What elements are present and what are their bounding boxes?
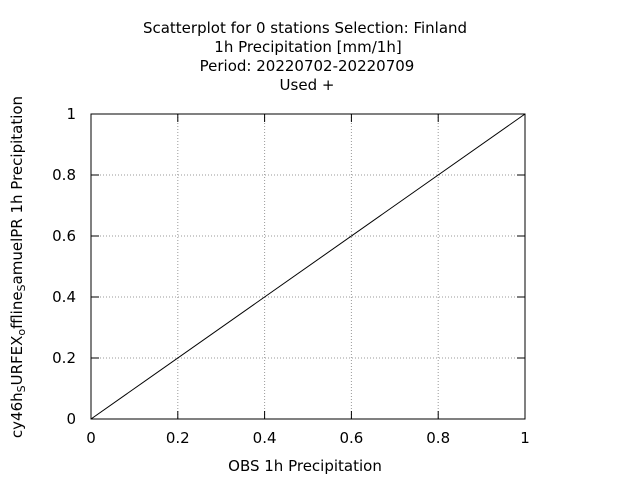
title-line-4: Used + (280, 76, 335, 94)
plot-frame (90, 113, 526, 420)
x-tick-labels: 0 0.2 0.4 0.6 0.8 1 (86, 429, 530, 447)
chart-title: Scatterplot for 0 stations Selection: Fi… (143, 19, 467, 94)
title-line-1: Scatterplot for 0 stations Selection: Fi… (143, 19, 467, 37)
y-tick-label: 0.8 (52, 166, 76, 184)
y-tick-label: 0.4 (52, 288, 76, 306)
x-axis-label: OBS 1h Precipitation (228, 457, 382, 475)
y-tick-label: 0.2 (52, 349, 76, 367)
x-tick-label: 0 (86, 429, 96, 447)
grid-lines (91, 114, 525, 419)
x-tick-label: 1 (520, 429, 530, 447)
x-tick-label: 0.4 (253, 429, 277, 447)
y-axis-label: cy46hSURFEXofflineSamuelPR 1h Precipitat… (8, 96, 28, 438)
diagonal-reference-line (90, 113, 526, 420)
y-tick-label: 0 (66, 410, 76, 428)
y-tick-label: 0.6 (52, 227, 76, 245)
x-tick-label: 0.8 (426, 429, 450, 447)
y-tick-labels: 0 0.2 0.4 0.6 0.8 1 (52, 105, 76, 428)
x-tick-label: 0.2 (166, 429, 190, 447)
tick-marks (90, 113, 526, 420)
y-tick-label: 1 (66, 105, 76, 123)
reference-line-group (90, 113, 526, 420)
x-tick-label: 0.6 (339, 429, 363, 447)
title-line-2: 1h Precipitation [mm/1h] (214, 38, 401, 56)
title-line-3: Period: 20220702-20220709 (200, 57, 415, 75)
